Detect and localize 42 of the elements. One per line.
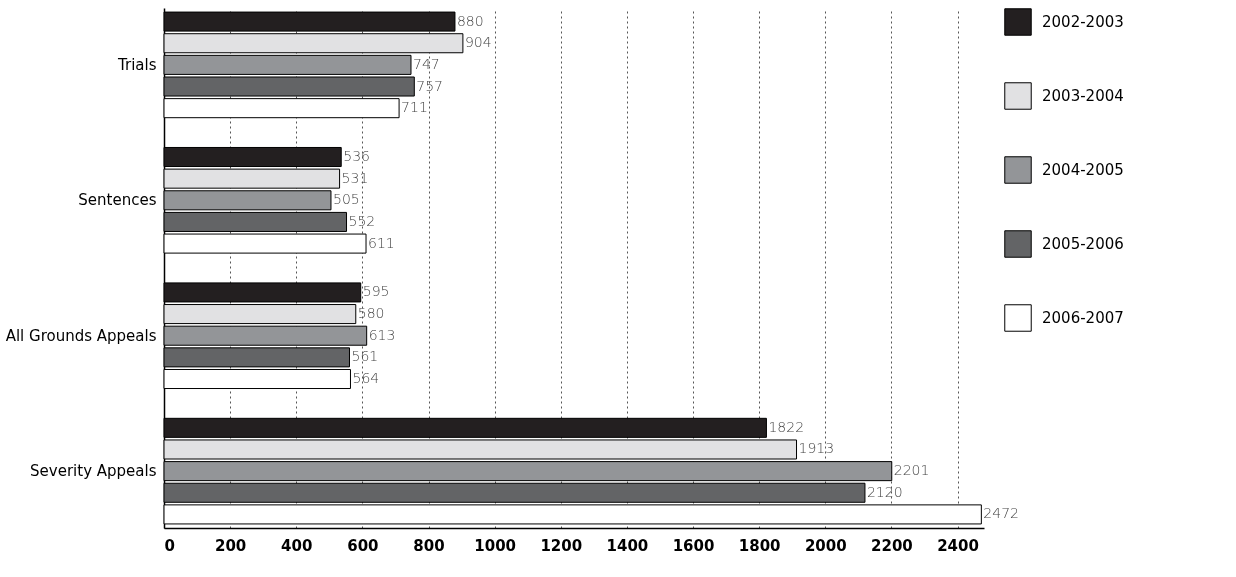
data-label: 564	[352, 370, 380, 386]
legend-label: 2005-2006	[1042, 235, 1124, 253]
data-label: 880	[456, 12, 484, 29]
x-tick-label: 1800	[738, 536, 781, 555]
legend-label: 2002-2003	[1042, 13, 1124, 31]
data-label: 2120	[866, 483, 903, 500]
y-tick-label: Severity Appeals	[30, 462, 157, 481]
data-label: 536	[343, 148, 370, 164]
data-label: 580	[357, 305, 385, 322]
y-tick-label: Trials	[117, 55, 157, 74]
data-label: 561	[351, 348, 379, 365]
data-label: 711	[401, 99, 428, 116]
data-label: 1913	[798, 440, 835, 457]
data-label: 1822	[768, 418, 805, 435]
data-label: 611	[368, 234, 395, 251]
x-tick-label: 200	[214, 536, 247, 555]
data-label: 904	[464, 34, 492, 51]
x-tick-label: 1600	[672, 536, 715, 555]
y-tick-label: Sentences	[78, 191, 157, 210]
x-tick-label: 600	[347, 536, 379, 555]
x-tick-label: 0	[164, 536, 175, 555]
y-tick-label: All Grounds Appeals	[5, 326, 157, 345]
x-tick-label: 2400	[937, 536, 979, 555]
x-tick-label: 2200	[871, 536, 913, 555]
x-tick-label: 2000	[804, 536, 847, 555]
data-label: 757	[416, 77, 444, 94]
data-label: 2472	[983, 505, 1019, 522]
legend-label: 2003-2004	[1042, 87, 1124, 105]
data-label: 747	[412, 55, 440, 72]
x-tick-label: 1400	[606, 536, 649, 555]
data-label: 595	[362, 283, 390, 300]
data-label: 531	[341, 169, 369, 186]
data-label: 2201	[893, 462, 930, 479]
x-tick-label: 1200	[540, 536, 583, 555]
data-label: 505	[332, 191, 360, 208]
data-label: 552	[348, 212, 376, 229]
legend-label: 2004-2005	[1042, 161, 1124, 179]
x-tick-label: 800	[413, 536, 445, 555]
data-label: 613	[368, 326, 396, 343]
x-tick-label: 1000	[474, 536, 517, 555]
x-tick-label: 400	[281, 536, 313, 555]
legend-label: 2006-2007	[1042, 309, 1124, 327]
